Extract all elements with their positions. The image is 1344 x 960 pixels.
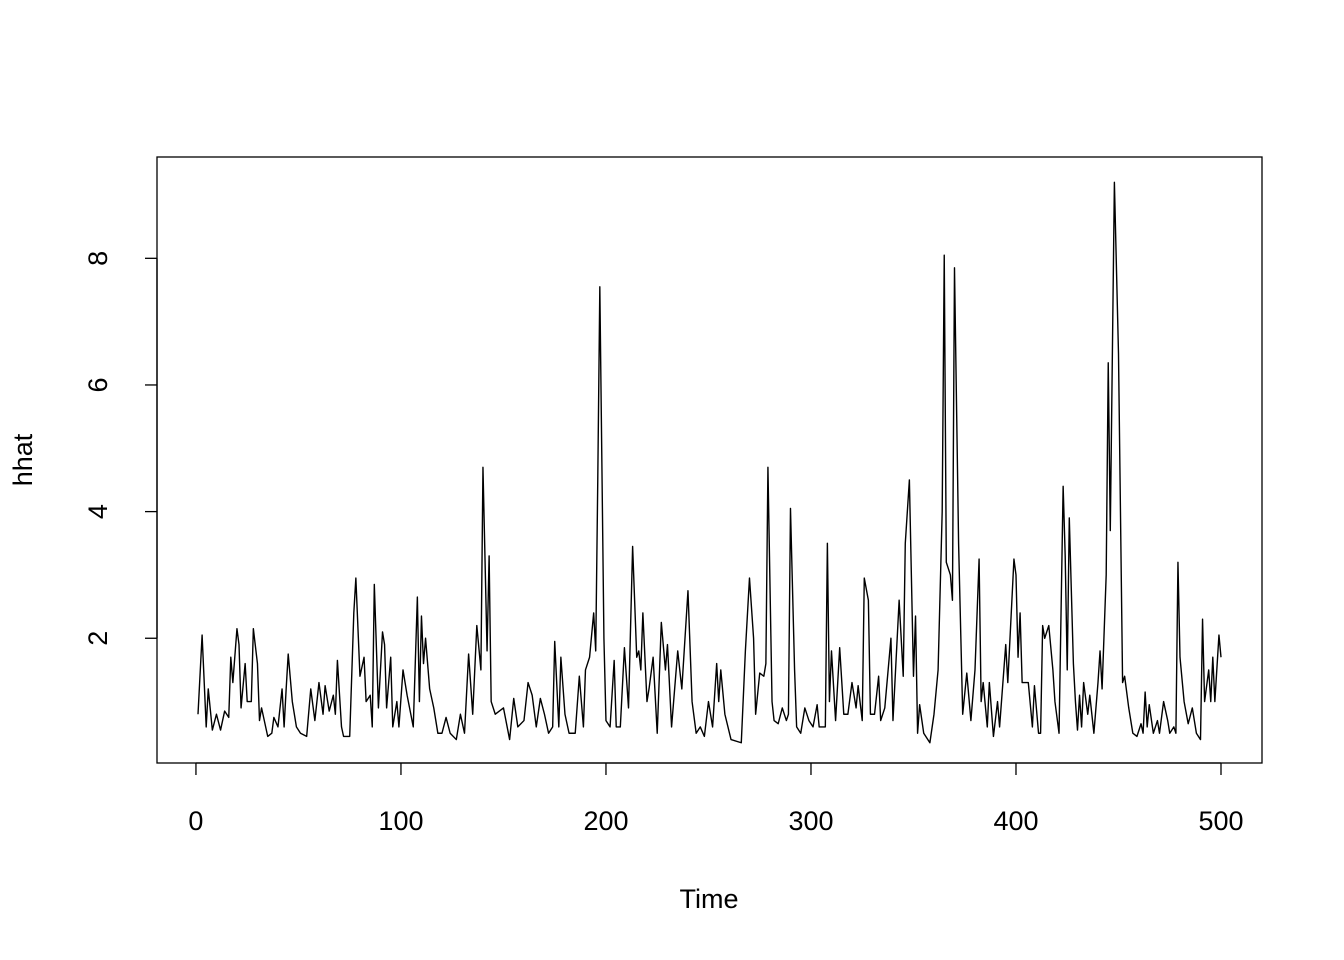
x-tick-label: 0 [188, 806, 203, 836]
y-tick-label: 6 [83, 377, 113, 392]
x-axis-title: Time [680, 884, 739, 914]
y-axis-title: hhat [8, 433, 38, 486]
y-tick-label: 8 [83, 251, 113, 266]
x-tick-label: 100 [378, 806, 423, 836]
x-tick-label: 300 [788, 806, 833, 836]
x-tick-label: 400 [993, 806, 1038, 836]
x-tick-label: 500 [1198, 806, 1243, 836]
y-tick-label: 4 [83, 504, 113, 519]
x-tick-label: 200 [583, 806, 628, 836]
series-line [197, 181, 1222, 744]
plot-box [156, 156, 1263, 764]
y-tick-label: 2 [83, 631, 113, 646]
